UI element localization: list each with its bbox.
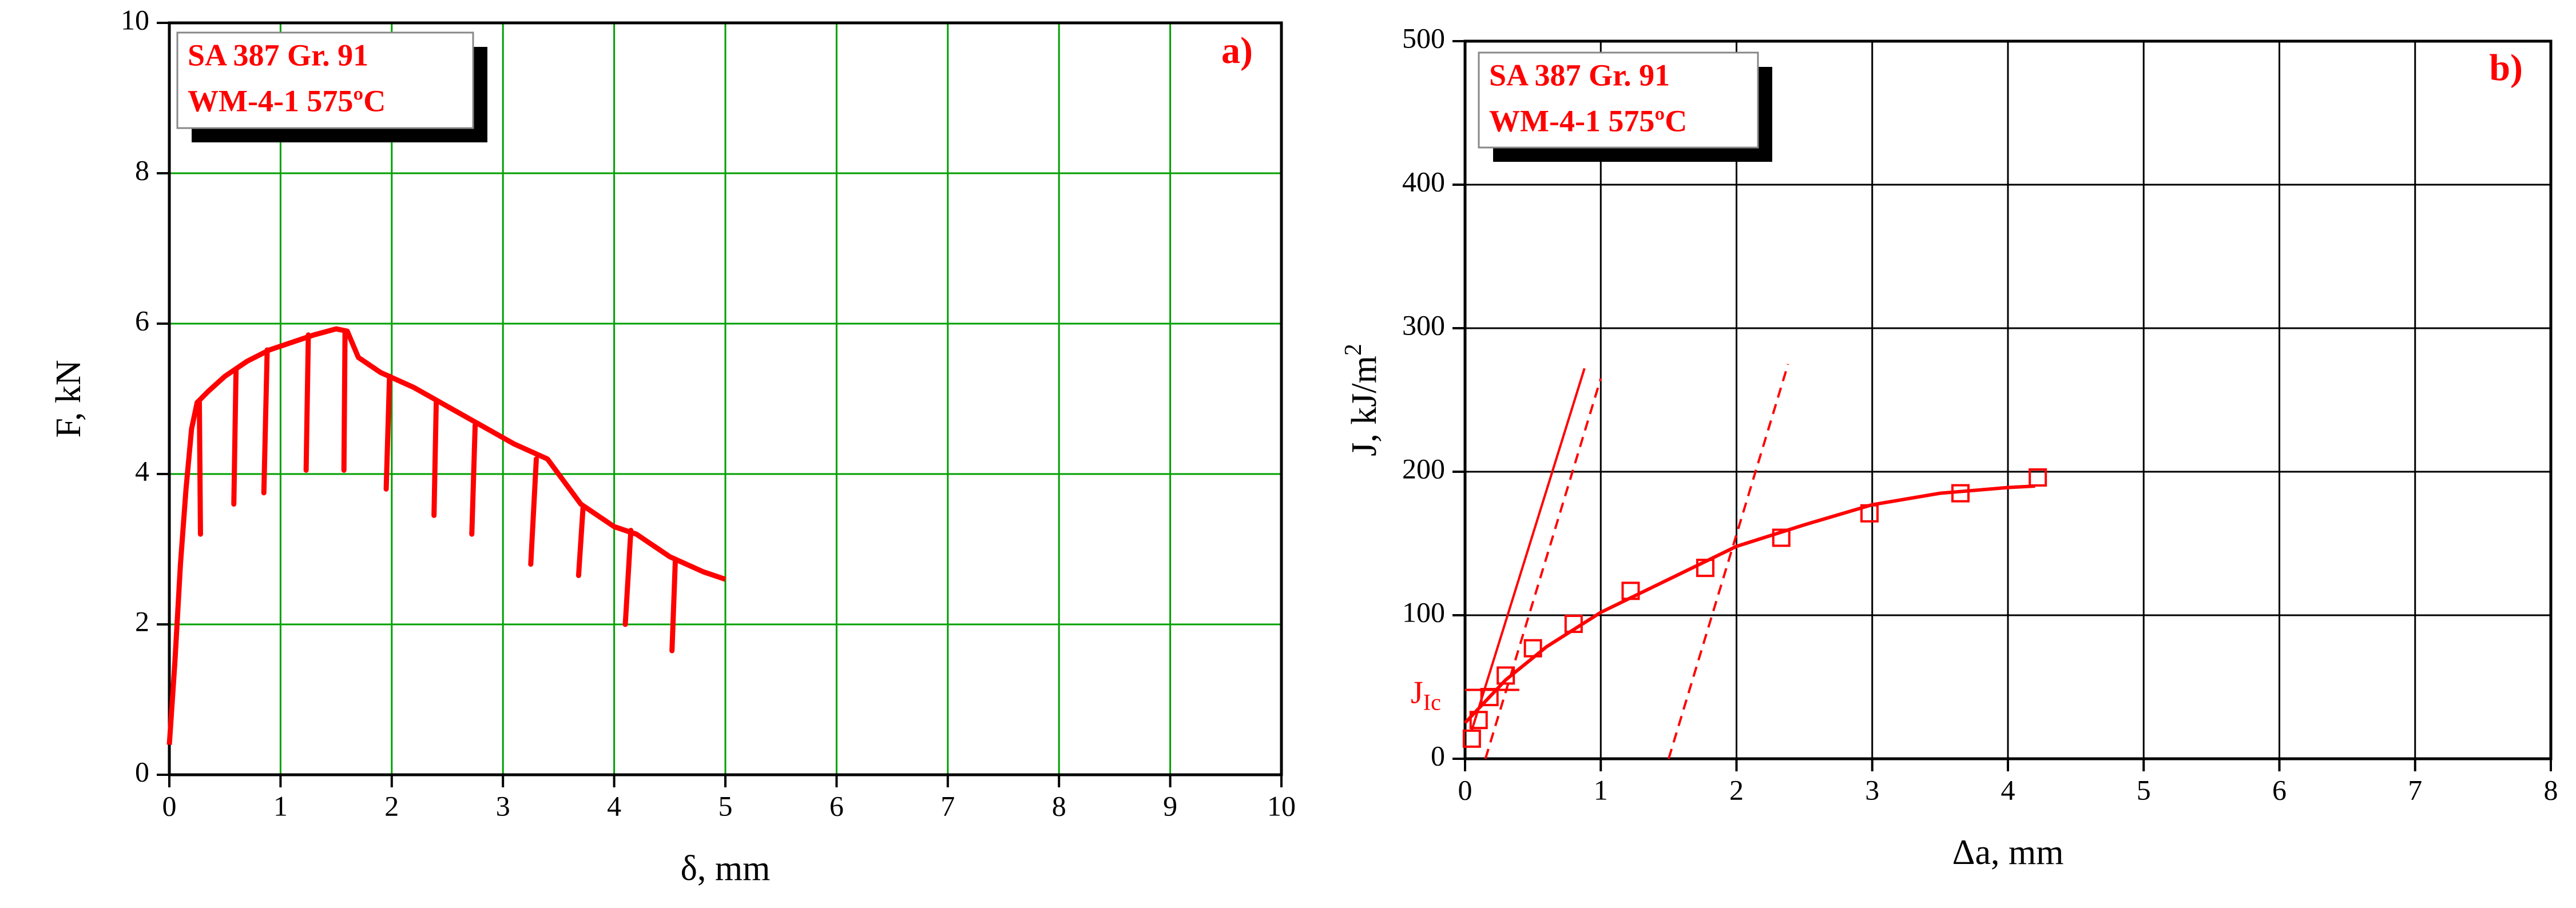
x-axis-label: Δa, mm: [1952, 833, 2064, 872]
info-box: [1478, 51, 1759, 149]
unloading-line: [231, 366, 239, 507]
panel-label: a): [1221, 30, 1253, 71]
unloading-line: [528, 456, 539, 567]
data-point: [1621, 582, 1640, 600]
data-point: [1951, 484, 1970, 503]
jic-main: J: [1411, 675, 1423, 710]
x-tick-label: 6: [829, 790, 844, 822]
y-tick-label: 100: [1402, 596, 1445, 628]
data-point: [1469, 711, 1488, 730]
unloading-line: [669, 557, 678, 654]
x-tick-label: 2: [384, 790, 399, 822]
y-axis-label-text: F, kN: [49, 360, 88, 437]
y-tick-label: 300: [1402, 309, 1445, 341]
info-box: [176, 31, 474, 129]
x-tick-label: 1: [1594, 774, 1608, 806]
data-point: [1480, 688, 1499, 707]
unloading-line: [196, 400, 203, 537]
x-tick-label: 2: [1729, 774, 1744, 806]
y-axis-label: F, kN: [49, 360, 88, 437]
construction-line: [1470, 368, 1586, 731]
y-tick-label: 6: [135, 304, 149, 336]
unloading-line: [341, 328, 348, 473]
x-tick-label: 7: [2408, 774, 2422, 806]
y-tick-label: 0: [135, 755, 149, 787]
info-line: SA 387 Gr. 91: [1489, 58, 1670, 92]
x-tick-label: 8: [1052, 790, 1066, 822]
jic-sub: Ic: [1423, 690, 1441, 715]
data-point: [1696, 559, 1714, 578]
x-tick-label: 10: [1267, 790, 1296, 822]
y-tick-label: 10: [121, 3, 149, 35]
x-tick-label: 9: [1163, 790, 1177, 822]
x-tick-label: 8: [2544, 774, 2558, 806]
y-tick-label: 500: [1402, 22, 1445, 54]
data-point: [1772, 528, 1791, 547]
x-tick-label: 5: [2137, 774, 2151, 806]
unloading-line: [469, 423, 478, 537]
info-line: WM-4-1 575ºC: [188, 83, 386, 118]
x-axis-label: δ, mm: [681, 849, 771, 888]
unloading-line: [575, 505, 586, 579]
jic-label: JIc: [1411, 675, 1441, 715]
data-point: [2029, 468, 2047, 487]
plot-frame: [1463, 39, 2553, 760]
y-tick-label: 0: [1431, 739, 1445, 771]
data-point: [1462, 729, 1481, 748]
unloading-line: [261, 347, 270, 496]
unloading-line: [383, 373, 392, 492]
y-tick-label: 2: [135, 605, 149, 637]
info-line: SA 387 Gr. 91: [188, 38, 368, 72]
data-point: [1860, 504, 1879, 523]
construction-line: [1667, 364, 1789, 759]
y-tick-label: 400: [1402, 165, 1445, 197]
plot-frame: [168, 21, 1283, 776]
info-line: WM-4-1 575ºC: [1489, 103, 1687, 138]
panel-label: b): [2489, 47, 2523, 89]
unloading-line: [622, 528, 634, 627]
load-curve: [166, 326, 727, 745]
x-tick-label: 0: [162, 790, 177, 822]
x-tick-label: 3: [1865, 774, 1879, 806]
y-tick-label: 8: [135, 154, 149, 186]
y-tick-label: 200: [1402, 452, 1445, 484]
fit-curve: [1463, 484, 2035, 724]
data-point: [1497, 666, 1515, 685]
x-tick-label: 1: [273, 790, 288, 822]
data-point: [1564, 615, 1583, 634]
y-tick-label: 4: [135, 455, 149, 487]
construction-line: [1484, 378, 1602, 759]
x-tick-label: 6: [2272, 774, 2287, 806]
x-tick-label: 7: [940, 790, 955, 822]
y-axis-label-text: J, kJ/m: [1345, 356, 1384, 456]
x-tick-label: 5: [719, 790, 733, 822]
unloading-line: [431, 400, 439, 518]
x-tick-label: 4: [607, 790, 621, 822]
x-tick-label: 3: [496, 790, 510, 822]
x-tick-label: 0: [1458, 774, 1472, 806]
data-point: [1523, 639, 1542, 658]
unloading-line: [303, 332, 311, 473]
y-axis-label: J, kJ/m2: [1340, 344, 1384, 456]
y-axis-label-sup: 2: [1340, 344, 1367, 356]
x-tick-label: 4: [2001, 774, 2015, 806]
